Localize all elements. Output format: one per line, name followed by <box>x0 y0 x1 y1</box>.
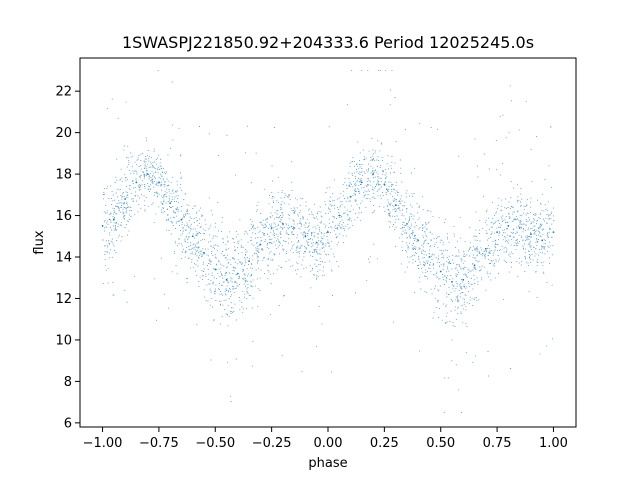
data-point <box>293 227 296 229</box>
data-point <box>417 239 420 242</box>
data-point <box>462 278 465 281</box>
data-point <box>349 195 352 198</box>
data-point <box>406 222 408 225</box>
x-tick-label: 1.00 <box>539 436 568 451</box>
x-tick-label: 0.25 <box>370 436 399 451</box>
y-tick-label: 8 <box>64 375 72 390</box>
data-point <box>372 173 374 175</box>
data-point <box>304 235 307 238</box>
data-point <box>191 235 194 238</box>
data-point <box>496 231 498 234</box>
x-tick-label: 0.50 <box>426 436 455 451</box>
data-point <box>282 222 284 225</box>
data-point <box>270 227 273 229</box>
y-tick-label: 16 <box>55 209 72 224</box>
data-point <box>315 241 318 244</box>
data-point <box>158 181 160 184</box>
data-point <box>135 181 138 184</box>
data-point <box>541 239 544 242</box>
data-point <box>101 225 104 227</box>
data-point <box>225 278 228 281</box>
data-point <box>169 202 172 205</box>
x-tick-label: −1.00 <box>83 436 123 451</box>
y-tick-label: 12 <box>55 292 72 307</box>
x-tick-label: 0.75 <box>483 436 512 451</box>
data-point <box>428 256 431 258</box>
y-axis-label: flux <box>32 230 47 254</box>
data-point <box>236 272 239 275</box>
data-point <box>518 227 521 229</box>
data-point <box>180 218 183 221</box>
y-tick-label: 10 <box>55 333 72 348</box>
data-point <box>259 243 262 246</box>
data-point <box>552 231 555 234</box>
data-point <box>146 173 149 175</box>
x-tick-label: −0.75 <box>139 436 179 451</box>
x-axis-ticks: −1.00 −0.75 −0.50 −0.25 0.00 0.25 0.50 0.75 1.00 <box>83 427 568 451</box>
data-point <box>214 268 217 271</box>
data-point <box>124 198 126 200</box>
chart-title: 1SWASPJ221850.92+204333.6 Period 1202524… <box>122 33 534 52</box>
y-axis-ticks: 6 8 10 12 14 16 18 20 22 <box>55 85 80 431</box>
data-point <box>473 264 476 267</box>
data-point <box>327 231 329 234</box>
data-point <box>360 181 363 184</box>
data-point <box>484 247 487 250</box>
y-tick-label: 18 <box>55 168 72 183</box>
y-tick-label: 20 <box>55 126 72 141</box>
data-point <box>203 251 205 254</box>
scatter-point-cloud <box>102 69 555 413</box>
x-tick-label: 0.00 <box>314 436 343 451</box>
y-tick-label: 14 <box>55 251 72 266</box>
y-tick-label: 22 <box>55 85 72 100</box>
data-point <box>112 218 115 221</box>
scatter-points <box>101 69 555 413</box>
data-point <box>507 225 510 227</box>
x-tick-label: −0.25 <box>252 436 292 451</box>
data-point <box>383 183 386 186</box>
data-point <box>248 260 250 263</box>
data-point <box>439 270 442 273</box>
data-point <box>394 204 397 207</box>
y-tick-label: 6 <box>64 416 72 431</box>
x-axis-label: phase <box>308 456 347 471</box>
x-tick-label: −0.50 <box>195 436 235 451</box>
data-point <box>338 214 341 217</box>
data-point <box>530 233 532 236</box>
data-point <box>451 280 453 283</box>
